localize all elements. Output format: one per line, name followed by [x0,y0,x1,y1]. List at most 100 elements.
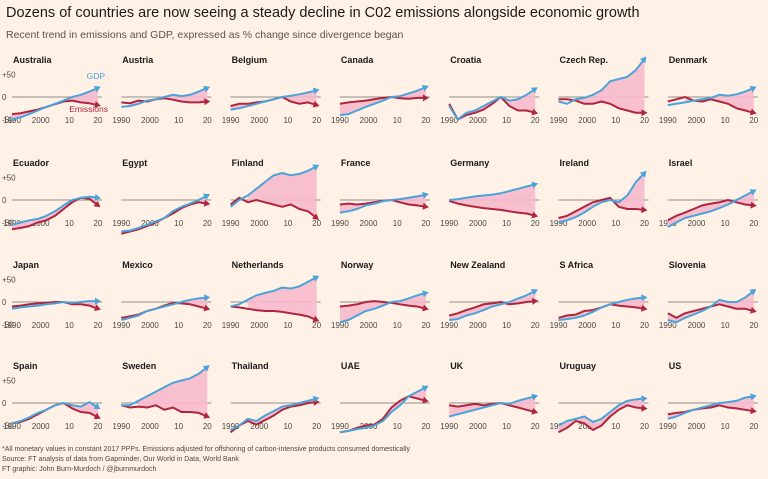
panel-mexico: Mexico 1990 2000 10 20 [112,260,212,330]
panel-uae: UAE199020001020 [331,361,431,434]
x-tick-label: 10 [721,219,730,228]
footnote: *All monetary values in constant 2017 PP… [2,446,411,453]
x-tick-label: 20 [203,116,212,125]
gdp-arrowhead [93,85,101,93]
panel-title: Canada [341,55,375,65]
x-tick-label: 1990 [440,219,458,228]
y-tick-label: -50 [2,321,14,330]
emissions-line [667,199,754,222]
gdp-line [558,58,646,105]
x-tick-label: 10 [611,422,620,431]
x-tick-label: 10 [174,116,183,125]
x-tick-label: 1990 [331,219,349,228]
panel-title: Uruguay [560,361,597,371]
emissions-arrowhead [750,108,757,116]
emissions-arrowhead [641,206,648,214]
emissions-arrowhead [641,304,648,312]
emissions-arrowhead [531,108,539,116]
divergence-area [449,396,536,417]
panel-title: US [669,361,682,371]
x-tick-label: 10 [393,422,402,431]
panel-israel: Israel199020001020 [659,158,759,228]
divergence-area [12,402,98,424]
emissions-arrowhead [531,407,539,415]
x-tick-label: 2000 [688,422,706,431]
emissions-arrowhead [312,213,319,220]
panel-title: New Zealand [450,260,505,270]
x-tick-label: 1990 [331,422,349,431]
gdp-arrowhead [531,181,539,189]
gdp-line [558,172,646,224]
x-tick-label: 2000 [688,116,706,125]
x-tick-label: 1990 [440,321,458,330]
gdp-line [230,276,318,308]
x-tick-label: 1990 [3,422,21,431]
gdp-arrowhead [750,393,757,401]
gdp-line [667,87,755,107]
gdp-line [121,87,208,108]
divergence-area [247,166,317,218]
panel-title: Denmark [669,55,709,65]
x-tick-label: 1990 [222,422,240,431]
panel-s-africa: S Africa 1990 2000 10 20 [550,260,650,330]
emissions-line [448,96,536,121]
gdp-line [230,397,317,431]
panel-title: Egypt [122,158,147,168]
x-tick-label: 2000 [32,116,50,125]
x-tick-label: 20 [203,321,212,330]
emissions-line [448,199,536,217]
gdp-arrowhead [93,402,101,410]
x-tick-label: 20 [421,116,430,125]
panel-finland: Finland 1990 2000 10 20 [222,158,322,228]
y-tick-label: +50 [2,174,16,183]
x-tick-label: 1990 [3,116,21,125]
x-tick-label: 2000 [688,219,706,228]
panel-title: Norway [341,260,374,270]
emissions-arrowhead [94,101,101,108]
gdp-line [339,292,427,324]
x-tick-label: 10 [174,422,183,431]
x-tick-label: 20 [531,321,540,330]
x-tick-label: 20 [203,422,212,431]
source-note: Source: FT analysis of data from Gapmind… [2,456,239,463]
x-tick-label: 10 [611,116,620,125]
emissions-arrowhead [422,304,429,312]
panel-title: Ireland [560,158,590,168]
x-tick-label: 20 [94,422,103,431]
x-tick-label: 10 [283,422,292,431]
divergence-area [449,290,536,320]
x-tick-label: 10 [65,321,74,330]
x-tick-label: 2000 [469,321,487,330]
divergence-area [449,184,536,216]
panel-france: France 1990 2000 10 20 [331,158,431,228]
panel-title: Australia [13,55,53,65]
x-tick-label: 20 [312,116,321,125]
emissions-line [558,404,645,434]
x-tick-label: 1990 [550,219,568,228]
x-tick-label: 20 [531,422,540,431]
y-tick-label: 0 [2,93,7,102]
x-tick-label: 20 [640,422,649,431]
x-tick-label: 2000 [360,219,378,228]
panel-title: Sweden [122,361,156,371]
divergence-area [558,398,645,433]
gdp-line [11,300,98,310]
gdp-arrowhead [422,290,429,298]
y-tick-label: +50 [2,276,16,285]
x-tick-label: 20 [312,219,321,228]
panel-thailand: Thailand 1990 2000 10 20 [222,361,322,434]
x-tick-label: 1990 [112,116,130,125]
gdp-arrowhead [94,194,101,201]
x-tick-label: 20 [94,219,103,228]
gdp-arrowhead [421,85,429,92]
x-tick-label: 10 [502,116,511,125]
emissions-arrowhead [94,304,101,311]
gdp-arrowhead [530,87,538,94]
gdp-line [558,296,645,321]
x-tick-label: 20 [421,219,430,228]
emissions-arrowhead [641,109,648,117]
x-tick-label: 1990 [112,219,130,228]
emissions-arrowhead [203,304,211,312]
